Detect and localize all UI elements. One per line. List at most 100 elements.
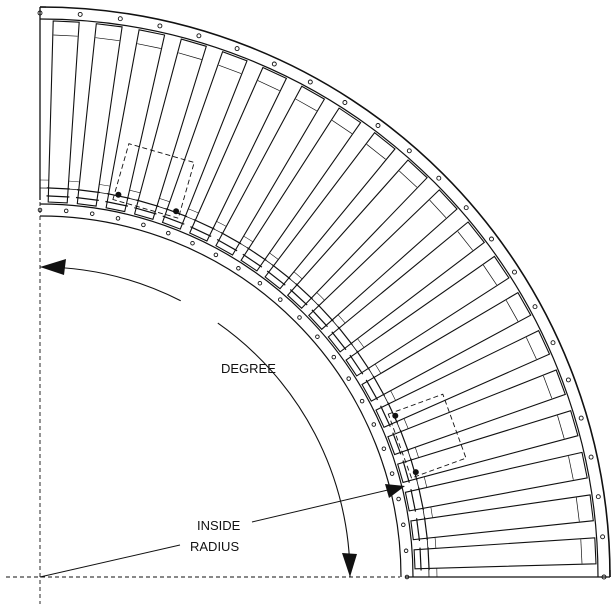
roller-sprocket-line bbox=[337, 326, 353, 346]
roller bbox=[387, 369, 567, 456]
roller-sprocket-line bbox=[193, 218, 215, 230]
roller-sprocket-line bbox=[410, 488, 417, 512]
roller bbox=[215, 85, 326, 256]
outer-rail-outline bbox=[39, 6, 611, 578]
degree-arc-lower bbox=[217, 322, 351, 578]
roller-sprocket-line bbox=[220, 231, 242, 245]
roller bbox=[397, 410, 579, 484]
roller-end-cap bbox=[53, 34, 78, 37]
roller-sprocket-line bbox=[190, 226, 212, 237]
roller-sprocket-line bbox=[46, 195, 70, 198]
roller-sprocket-line bbox=[372, 375, 386, 397]
roller-end-cap bbox=[399, 170, 418, 188]
roller-sprocket-line bbox=[349, 354, 364, 375]
roller bbox=[404, 451, 588, 512]
roller bbox=[188, 66, 288, 242]
roller-end-cap bbox=[95, 37, 120, 42]
outer-rail-hole bbox=[375, 123, 381, 128]
roller-sprocket-line bbox=[356, 350, 370, 371]
roller-end-cap bbox=[580, 539, 583, 564]
inner-rail-hole bbox=[396, 496, 401, 502]
drive-bracket-upper-bolt bbox=[173, 208, 180, 215]
roller bbox=[133, 38, 207, 220]
inner-rail-outline bbox=[39, 203, 414, 578]
inner-rail-hole bbox=[166, 230, 171, 236]
roller bbox=[410, 494, 594, 541]
inside-radius-label-line2: RADIUS bbox=[190, 539, 239, 554]
inner-rail-hole bbox=[401, 522, 406, 528]
outer-rail-hole bbox=[77, 11, 83, 17]
inner-rail-hole bbox=[404, 574, 410, 580]
inner-rail-hole bbox=[315, 334, 320, 339]
inner-rail-hole bbox=[190, 240, 195, 246]
roller-sprocket-line bbox=[216, 238, 238, 252]
inner-rail-hole bbox=[381, 446, 387, 451]
roller-sprocket-line bbox=[402, 460, 410, 483]
roller-sprocket-line bbox=[331, 331, 347, 351]
outer-rail-hole bbox=[406, 148, 412, 154]
inner-rail-hole bbox=[331, 354, 337, 360]
outer-rail-hole bbox=[157, 23, 163, 29]
roller-sprocket-line bbox=[365, 379, 379, 401]
outer-rail-hole bbox=[307, 79, 313, 85]
degree-label: DEGREE bbox=[221, 361, 276, 376]
inner-rail-hole bbox=[371, 422, 377, 427]
roller-sprocket-line bbox=[423, 517, 428, 541]
roller-sprocket-line bbox=[399, 429, 409, 452]
outer-rail-hole bbox=[117, 16, 123, 22]
roller-end-cap bbox=[568, 456, 574, 480]
roller-end-cap bbox=[505, 300, 519, 322]
roller bbox=[264, 131, 396, 290]
inner-rail-hole bbox=[389, 471, 395, 476]
roller-sprocket-line bbox=[75, 196, 99, 201]
roller-sprocket-line bbox=[317, 303, 334, 322]
inner-rail-hole bbox=[257, 280, 263, 286]
inside-radius-label-line1: INSIDE bbox=[197, 518, 241, 533]
roller bbox=[76, 23, 123, 207]
roller-end-cap bbox=[557, 415, 565, 439]
outer-rail-hole bbox=[234, 46, 240, 52]
roller bbox=[345, 255, 510, 377]
roller bbox=[240, 107, 362, 272]
roller-sprocket-line bbox=[266, 270, 286, 286]
roller-sprocket-line bbox=[392, 432, 402, 455]
outer-rail-hole bbox=[601, 574, 607, 580]
roller-group bbox=[46, 20, 597, 571]
outer-rail-hole bbox=[512, 269, 517, 275]
roller-end-cap bbox=[457, 231, 473, 251]
drive-bracket-upper-bolt bbox=[115, 191, 122, 198]
inner-rail-hole bbox=[236, 266, 241, 271]
outer-rail-hole bbox=[436, 175, 442, 181]
inner-guard-arc bbox=[39, 187, 430, 578]
roller-end-cap bbox=[295, 98, 317, 112]
roller-end-cap bbox=[178, 52, 202, 60]
outer-rail-hole bbox=[550, 340, 556, 346]
roller-end-cap bbox=[575, 497, 580, 522]
roller-end-cap bbox=[543, 375, 553, 399]
bearing-track-arc bbox=[39, 179, 438, 578]
roller-end-cap bbox=[257, 80, 280, 92]
conveyor-frame bbox=[37, 6, 611, 580]
roller-end-cap bbox=[366, 144, 386, 160]
roller-sprocket-line bbox=[427, 547, 430, 571]
inside-radius-leader-lower bbox=[39, 544, 181, 578]
roller bbox=[286, 159, 428, 309]
roller-sprocket-line bbox=[242, 253, 263, 268]
outer-rail-hole bbox=[600, 534, 606, 540]
outer-rail-hole bbox=[565, 377, 571, 383]
roller-sprocket-line bbox=[295, 283, 314, 300]
roller-sprocket-line bbox=[418, 487, 424, 511]
outer-rail-hole bbox=[271, 61, 277, 67]
inner-rail-hole bbox=[141, 222, 146, 228]
inner-rail-hole bbox=[346, 376, 351, 381]
roller bbox=[105, 29, 166, 213]
roller-sprocket-line bbox=[289, 289, 308, 306]
outer-rail-hole bbox=[595, 494, 601, 500]
inner-rail-hole bbox=[403, 548, 409, 554]
roller-end-cap bbox=[525, 337, 537, 360]
outer-rail-hole bbox=[342, 100, 348, 105]
dimension-guides bbox=[6, 195, 405, 604]
inner-rail-hole bbox=[115, 216, 121, 221]
roller-end-cap bbox=[331, 120, 353, 134]
